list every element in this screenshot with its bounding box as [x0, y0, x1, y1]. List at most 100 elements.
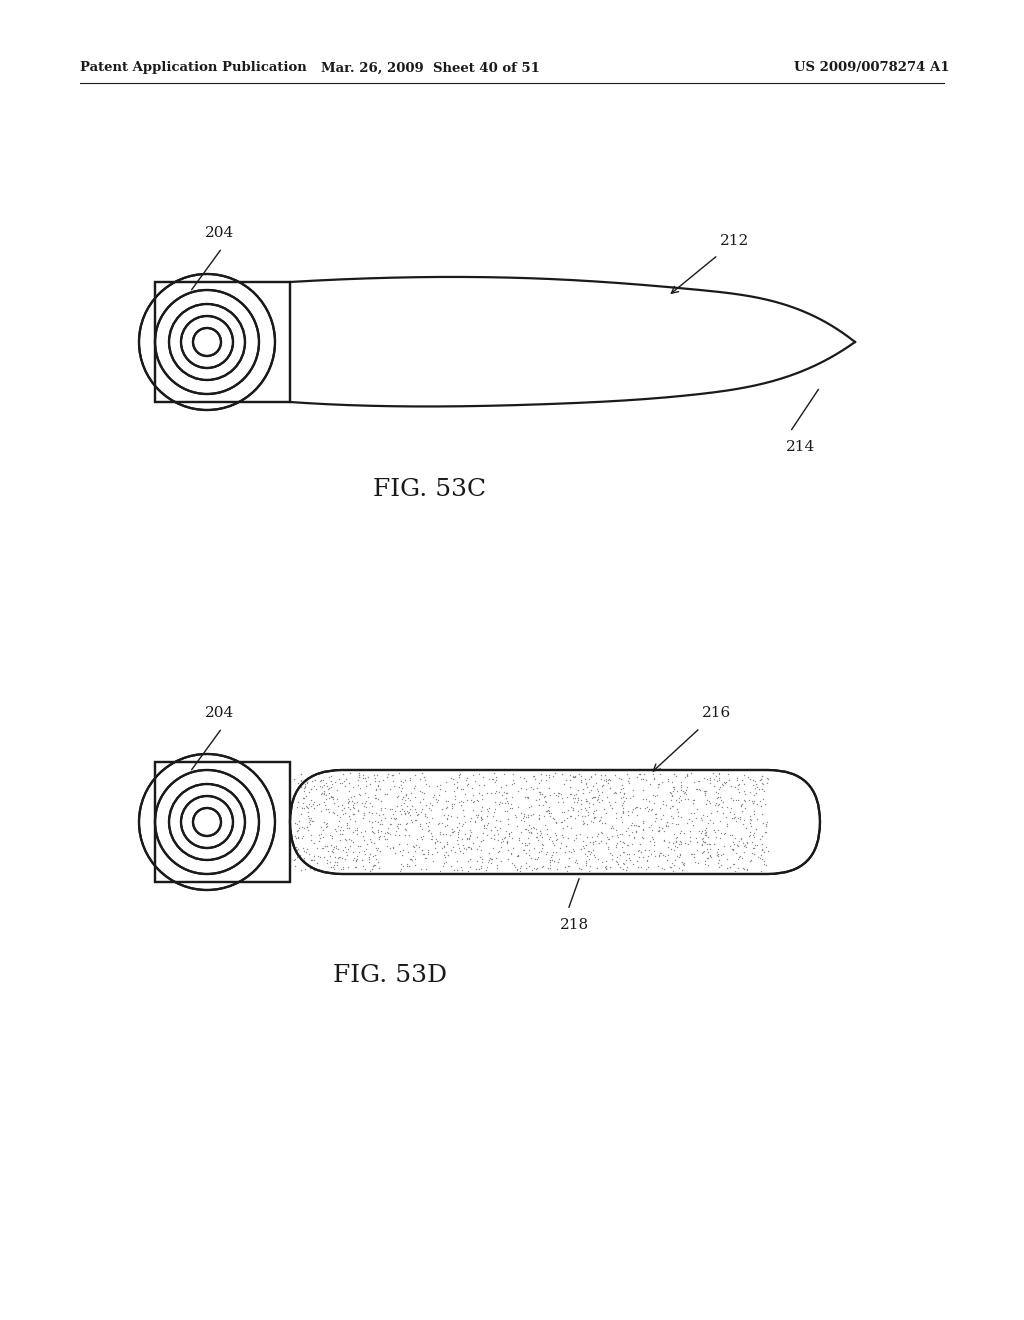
Point	[397, 813, 414, 834]
Point	[360, 849, 377, 870]
Point	[402, 809, 419, 830]
Point	[460, 850, 476, 871]
Point	[727, 828, 743, 849]
Point	[582, 855, 598, 876]
Point	[452, 841, 468, 862]
Point	[538, 770, 554, 791]
Point	[296, 850, 312, 871]
Point	[465, 791, 481, 812]
Point	[407, 776, 423, 797]
Point	[589, 826, 605, 847]
Point	[395, 801, 412, 822]
Point	[609, 854, 626, 875]
Point	[752, 847, 768, 869]
Point	[711, 857, 727, 878]
Point	[406, 836, 422, 857]
Point	[745, 793, 762, 814]
Point	[407, 810, 423, 832]
Point	[754, 840, 770, 861]
Point	[397, 783, 414, 804]
Point	[335, 804, 351, 825]
Point	[730, 847, 746, 869]
Point	[710, 781, 726, 803]
Point	[701, 838, 718, 859]
Point	[482, 820, 499, 841]
Point	[469, 807, 485, 828]
Point	[325, 801, 341, 822]
Point	[731, 807, 748, 828]
Point	[577, 805, 593, 826]
Point	[329, 804, 345, 825]
Point	[746, 770, 763, 791]
Point	[523, 805, 540, 826]
Point	[455, 828, 471, 849]
Point	[741, 822, 758, 843]
Point	[694, 842, 711, 863]
Point	[718, 807, 734, 828]
Point	[682, 826, 698, 847]
Point	[423, 800, 439, 821]
Point	[350, 764, 367, 785]
Point	[618, 843, 635, 865]
Point	[664, 795, 680, 816]
Point	[413, 859, 429, 880]
Point	[480, 813, 497, 834]
Point	[716, 824, 732, 845]
Point	[753, 768, 769, 789]
Point	[336, 797, 352, 818]
Text: Patent Application Publication: Patent Application Publication	[80, 62, 307, 74]
Point	[322, 783, 338, 804]
Point	[302, 830, 318, 851]
Point	[519, 805, 536, 826]
FancyBboxPatch shape	[290, 770, 820, 874]
Point	[542, 805, 558, 826]
Point	[644, 820, 660, 841]
Point	[719, 857, 735, 878]
Point	[622, 788, 638, 809]
Point	[742, 809, 759, 830]
Point	[590, 849, 606, 870]
Point	[483, 828, 500, 849]
Point	[392, 841, 409, 862]
Point	[350, 841, 367, 862]
Point	[736, 834, 753, 855]
Point	[712, 763, 728, 784]
Point	[615, 792, 632, 813]
Point	[415, 843, 431, 865]
Point	[558, 836, 574, 857]
Point	[690, 771, 707, 792]
Point	[308, 837, 325, 858]
Point	[609, 854, 626, 875]
Point	[711, 850, 727, 871]
Point	[323, 766, 339, 787]
Point	[340, 792, 356, 813]
Point	[340, 838, 356, 859]
Point	[315, 826, 332, 847]
Point	[380, 763, 396, 784]
Point	[391, 825, 408, 846]
Point	[748, 774, 764, 795]
Point	[569, 800, 586, 821]
Point	[334, 772, 350, 793]
Point	[616, 841, 633, 862]
Point	[541, 796, 557, 817]
Point	[756, 842, 772, 863]
Point	[645, 784, 662, 805]
Point	[414, 818, 430, 840]
Point	[573, 858, 590, 879]
Point	[312, 824, 329, 845]
Point	[751, 846, 767, 867]
Point	[539, 841, 555, 862]
Point	[357, 776, 374, 797]
Point	[518, 807, 535, 828]
Point	[421, 818, 437, 840]
Point	[649, 855, 666, 876]
Point	[636, 840, 652, 861]
Point	[626, 828, 642, 849]
Point	[425, 787, 441, 808]
Point	[460, 861, 476, 882]
Point	[286, 787, 302, 808]
Point	[701, 792, 718, 813]
Point	[349, 824, 366, 845]
Point	[577, 837, 593, 858]
